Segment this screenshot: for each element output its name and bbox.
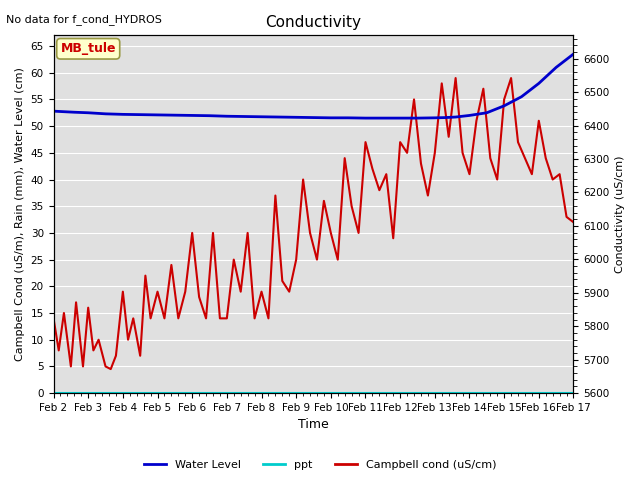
- Text: MB_tule: MB_tule: [60, 42, 116, 55]
- Y-axis label: Campbell Cond (uS/m), Rain (mm), Water Level (cm): Campbell Cond (uS/m), Rain (mm), Water L…: [15, 67, 25, 361]
- Legend: Water Level, ppt, Campbell cond (uS/cm): Water Level, ppt, Campbell cond (uS/cm): [140, 456, 500, 474]
- X-axis label: Time: Time: [298, 419, 329, 432]
- Y-axis label: Conductivity (uS/cm): Conductivity (uS/cm): [615, 156, 625, 273]
- Title: Conductivity: Conductivity: [266, 15, 362, 30]
- Text: No data for f_cond_HYDROS: No data for f_cond_HYDROS: [6, 14, 163, 25]
